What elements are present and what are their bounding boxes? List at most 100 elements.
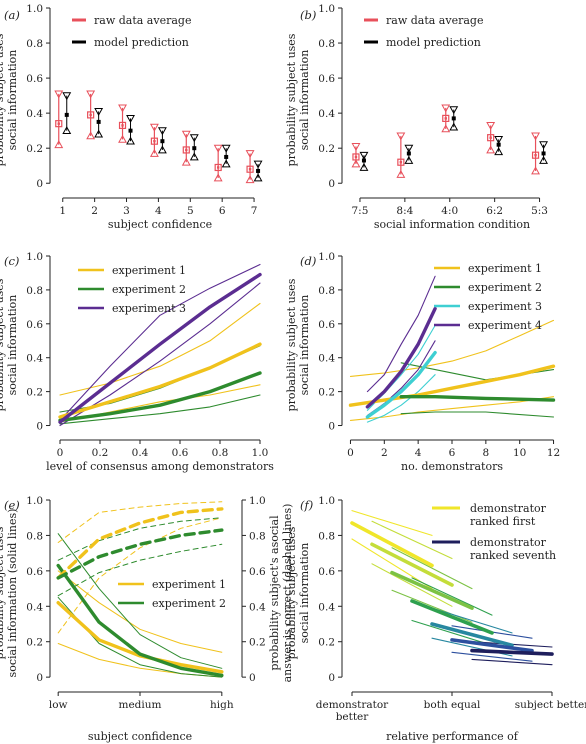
y-axis-label: probability subject uses — [0, 33, 6, 166]
model-upper-marker — [359, 151, 369, 160]
raw-upper-marker — [351, 143, 361, 152]
series-line — [58, 272, 262, 424]
raw-mean-point — [487, 134, 495, 142]
raw-mean-point — [442, 114, 450, 123]
y-axis-right-label: probability subject's asocial — [268, 515, 281, 671]
x-tick-label: 0.4 — [132, 447, 149, 459]
y-tick-label: 0 — [36, 421, 43, 433]
raw-mean-dot — [121, 124, 124, 127]
raw-upper-marker — [86, 90, 96, 99]
raw-mean-point — [531, 151, 540, 159]
model-mean-point — [192, 146, 197, 151]
raw-mean-point — [87, 111, 95, 119]
y-tick-label: 0 — [36, 178, 43, 190]
raw-mean-point — [182, 146, 190, 154]
raw-mean-dot — [399, 161, 403, 164]
y-tick-label: 1.0 — [318, 251, 335, 263]
y-tick-label: 0 — [328, 421, 335, 433]
legend-label: experiment 1 — [152, 578, 226, 591]
y-tick-label-right: 0.6 — [249, 566, 266, 578]
series-lower-line — [366, 374, 436, 423]
dashed-upper-line — [57, 517, 223, 561]
dashed-lower-line — [57, 517, 223, 634]
raw-mean-point — [118, 121, 127, 130]
x-tick-label: 7:5 — [352, 205, 369, 217]
raw-mean-point — [397, 158, 405, 166]
x-tick-label: demonstrator — [316, 699, 389, 711]
model-mean-point — [406, 151, 411, 156]
y-axis-label: probability subject uses — [285, 278, 298, 411]
panel-letter: (e) — [4, 498, 20, 512]
model-upper-marker — [189, 134, 199, 143]
x-tick-label: 0.6 — [172, 447, 189, 459]
model-mean-point — [496, 142, 501, 147]
raw-mean-dot — [89, 113, 92, 117]
rank-series-line — [410, 599, 494, 635]
legend-label: experiment 2 — [468, 281, 542, 294]
x-axis-label: social information condition — [374, 218, 530, 231]
y-tick-label-right: 0.4 — [249, 601, 266, 613]
raw-upper-marker — [118, 104, 127, 113]
legend-label: demonstrator — [470, 536, 547, 549]
x-tick-label: better — [336, 711, 370, 723]
x-axis-label: relative performance of — [386, 730, 519, 743]
rank-series-line — [450, 638, 534, 653]
y-tick-label: 1.0 — [318, 3, 335, 15]
model-mean-point — [361, 158, 366, 163]
model-lower-marker — [221, 159, 231, 168]
rank-series-line — [390, 570, 474, 610]
raw-upper-marker — [531, 132, 541, 141]
model-upper-marker — [221, 144, 231, 153]
x-tick-label: 12 — [547, 447, 560, 459]
raw-mean-dot — [354, 155, 358, 159]
legend-label: raw data average — [94, 14, 191, 27]
raw-mean-point — [150, 137, 159, 145]
legend-label: experiment 3 — [468, 300, 542, 313]
series-upper-line — [349, 319, 555, 377]
raw-mean-dot — [57, 122, 60, 125]
model-lower-marker — [189, 152, 199, 161]
y-tick-label: 0 — [36, 672, 43, 684]
model-lower-marker — [253, 173, 263, 182]
raw-mean-point — [352, 153, 360, 161]
series-line — [348, 364, 556, 407]
series-upper-line — [59, 302, 261, 396]
rank-lower-line — [471, 658, 553, 666]
rank-lower-line — [351, 538, 433, 590]
panel-f: 0 0.2 0.4 0.6 0.8 1.0 probability subject uses… — [285, 495, 586, 744]
rank-lower-line — [451, 651, 533, 662]
x-tick-label: 2 — [381, 447, 388, 459]
raw-lower-marker — [441, 124, 451, 133]
y-axis-label: probability subject uses — [0, 278, 6, 411]
rank-series-line — [370, 542, 454, 587]
y-tick-label-right: 0.2 — [249, 637, 266, 649]
model-upper-marker — [157, 127, 167, 136]
legend-label: experiment 1 — [468, 262, 542, 275]
solid-upper-line — [57, 570, 223, 653]
y-tick-label: 0.6 — [26, 319, 43, 331]
model-mean-point — [96, 119, 101, 124]
legend-label: model prediction — [386, 36, 481, 49]
x-tick-label: 4 — [155, 205, 162, 217]
series-line — [58, 342, 262, 419]
x-tick-label: low — [49, 699, 68, 711]
raw-upper-marker — [213, 144, 223, 153]
panel-letter: (b) — [300, 8, 316, 22]
model-upper-marker — [449, 106, 459, 115]
y-tick-label: 1.0 — [26, 495, 43, 507]
y-tick-label: 0.2 — [26, 143, 43, 155]
solid-series-line — [56, 563, 224, 678]
dashed-series-line — [56, 507, 224, 580]
raw-mean-point — [246, 165, 254, 173]
raw-mean-dot — [248, 168, 252, 171]
model-lower-marker — [126, 136, 135, 145]
legend-label: ranked first — [470, 515, 536, 528]
series-line — [365, 306, 437, 409]
model-lower-marker — [94, 129, 104, 138]
y-tick-label-right: 0.8 — [249, 530, 266, 542]
model-upper-marker — [62, 92, 72, 101]
y-tick-label: 0 — [328, 178, 335, 190]
y-axis-label: social information — [298, 543, 311, 644]
series-lower-line — [59, 394, 261, 425]
rank-upper-line — [391, 547, 473, 590]
